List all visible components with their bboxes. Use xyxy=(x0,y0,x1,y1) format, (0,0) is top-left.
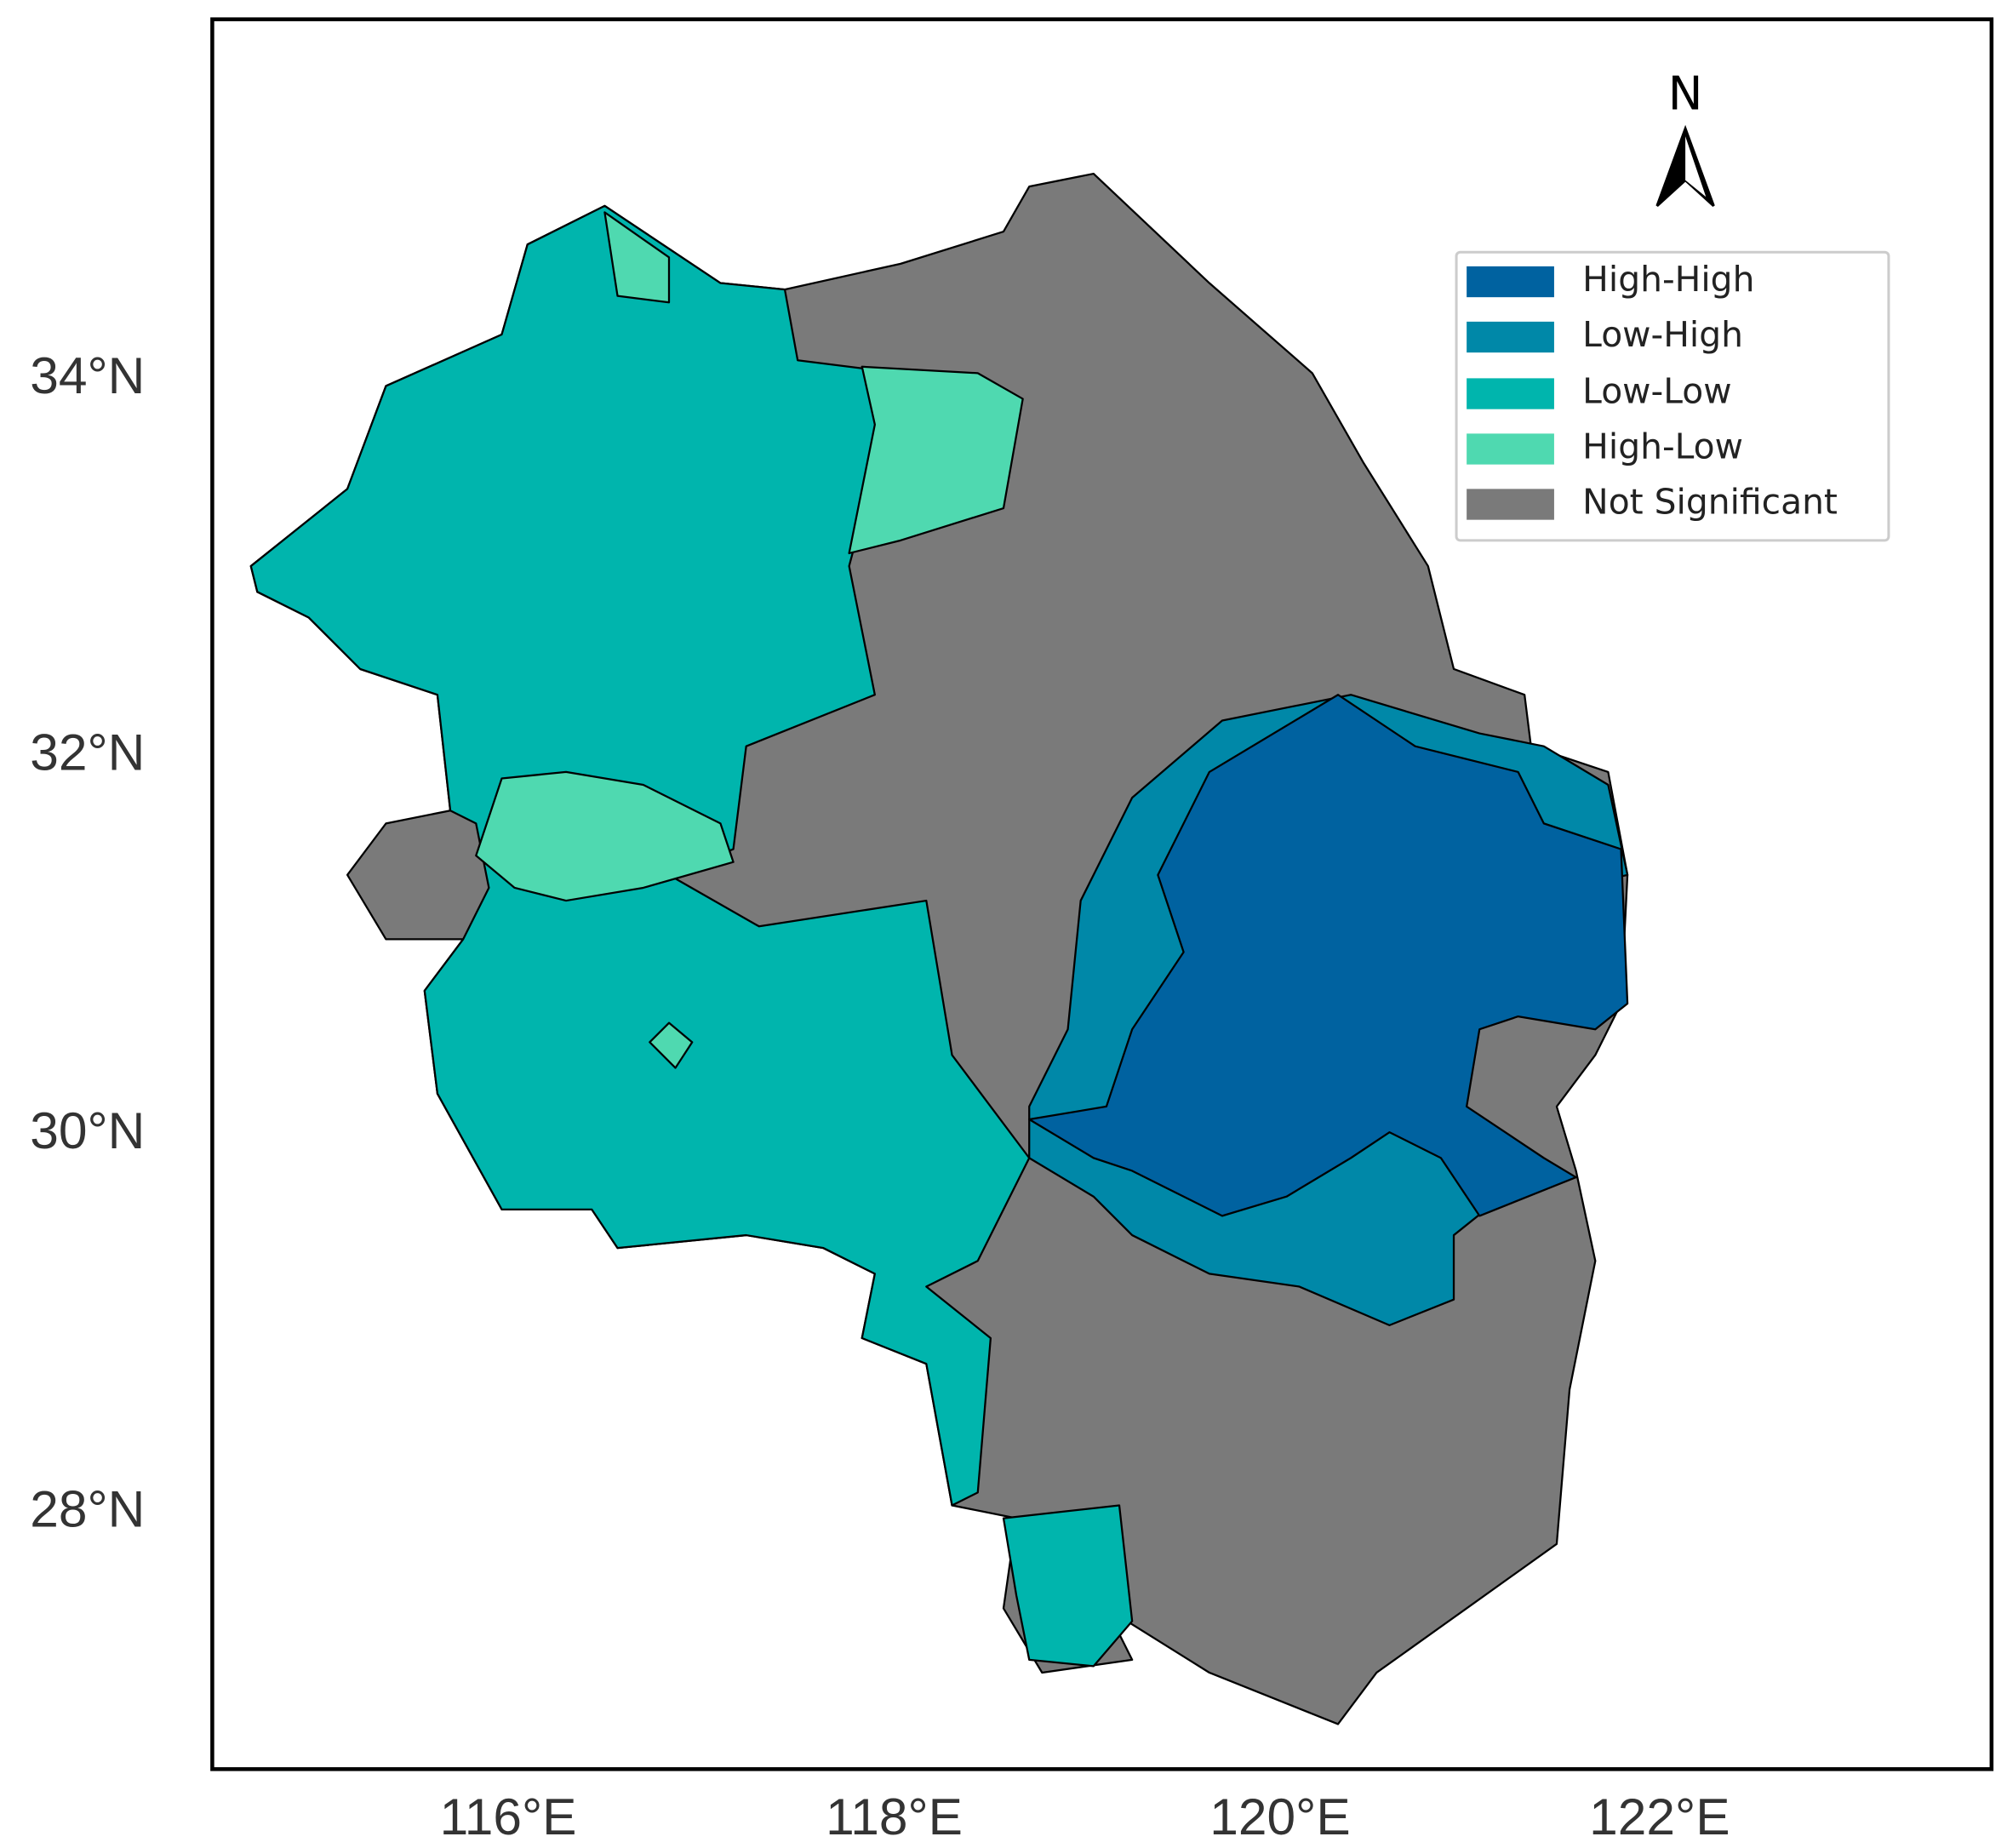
axis-labels: 34°N 32°N 30°N 28°N 116°E 118°E 120°E 122°E xyxy=(30,346,1730,1845)
legend-swatch xyxy=(1467,378,1554,409)
legend-swatch xyxy=(1467,266,1554,298)
legend-label: Not Significant xyxy=(1582,482,1838,523)
legend-label: High-High xyxy=(1582,259,1754,300)
region-high-low xyxy=(848,365,1024,555)
legend-swatch xyxy=(1467,321,1554,353)
lon-label: 122°E xyxy=(1589,1788,1730,1845)
lat-label: 28°N xyxy=(30,1480,145,1538)
legend-swatch xyxy=(1467,433,1554,465)
legend-label: Low-High xyxy=(1582,314,1743,355)
lon-label: 118°E xyxy=(826,1788,963,1845)
lon-label: 120°E xyxy=(1209,1788,1350,1845)
regions xyxy=(249,172,1629,1725)
region-high-low xyxy=(475,770,735,902)
legend-swatch xyxy=(1467,489,1554,520)
north-arrow-half xyxy=(1685,136,1707,197)
lon-label: 116°E xyxy=(440,1788,577,1845)
region-high-low xyxy=(649,1021,694,1069)
legend-box xyxy=(1455,250,1890,542)
lat-label: 34°N xyxy=(30,346,145,404)
lat-label: 30°N xyxy=(30,1101,145,1159)
legend-label: High-Low xyxy=(1582,426,1743,467)
region-high-low xyxy=(603,211,671,304)
lat-label: 32°N xyxy=(30,724,145,781)
north-label: N xyxy=(1668,66,1703,120)
region-high-high xyxy=(1028,694,1629,1217)
legend-label: Low-Low xyxy=(1582,371,1731,412)
region-low-low xyxy=(1002,1504,1134,1668)
north-arrow: N xyxy=(1655,66,1715,207)
legend: High-High Low-High Low-Low High-Low Not Sign… xyxy=(1467,259,1838,523)
